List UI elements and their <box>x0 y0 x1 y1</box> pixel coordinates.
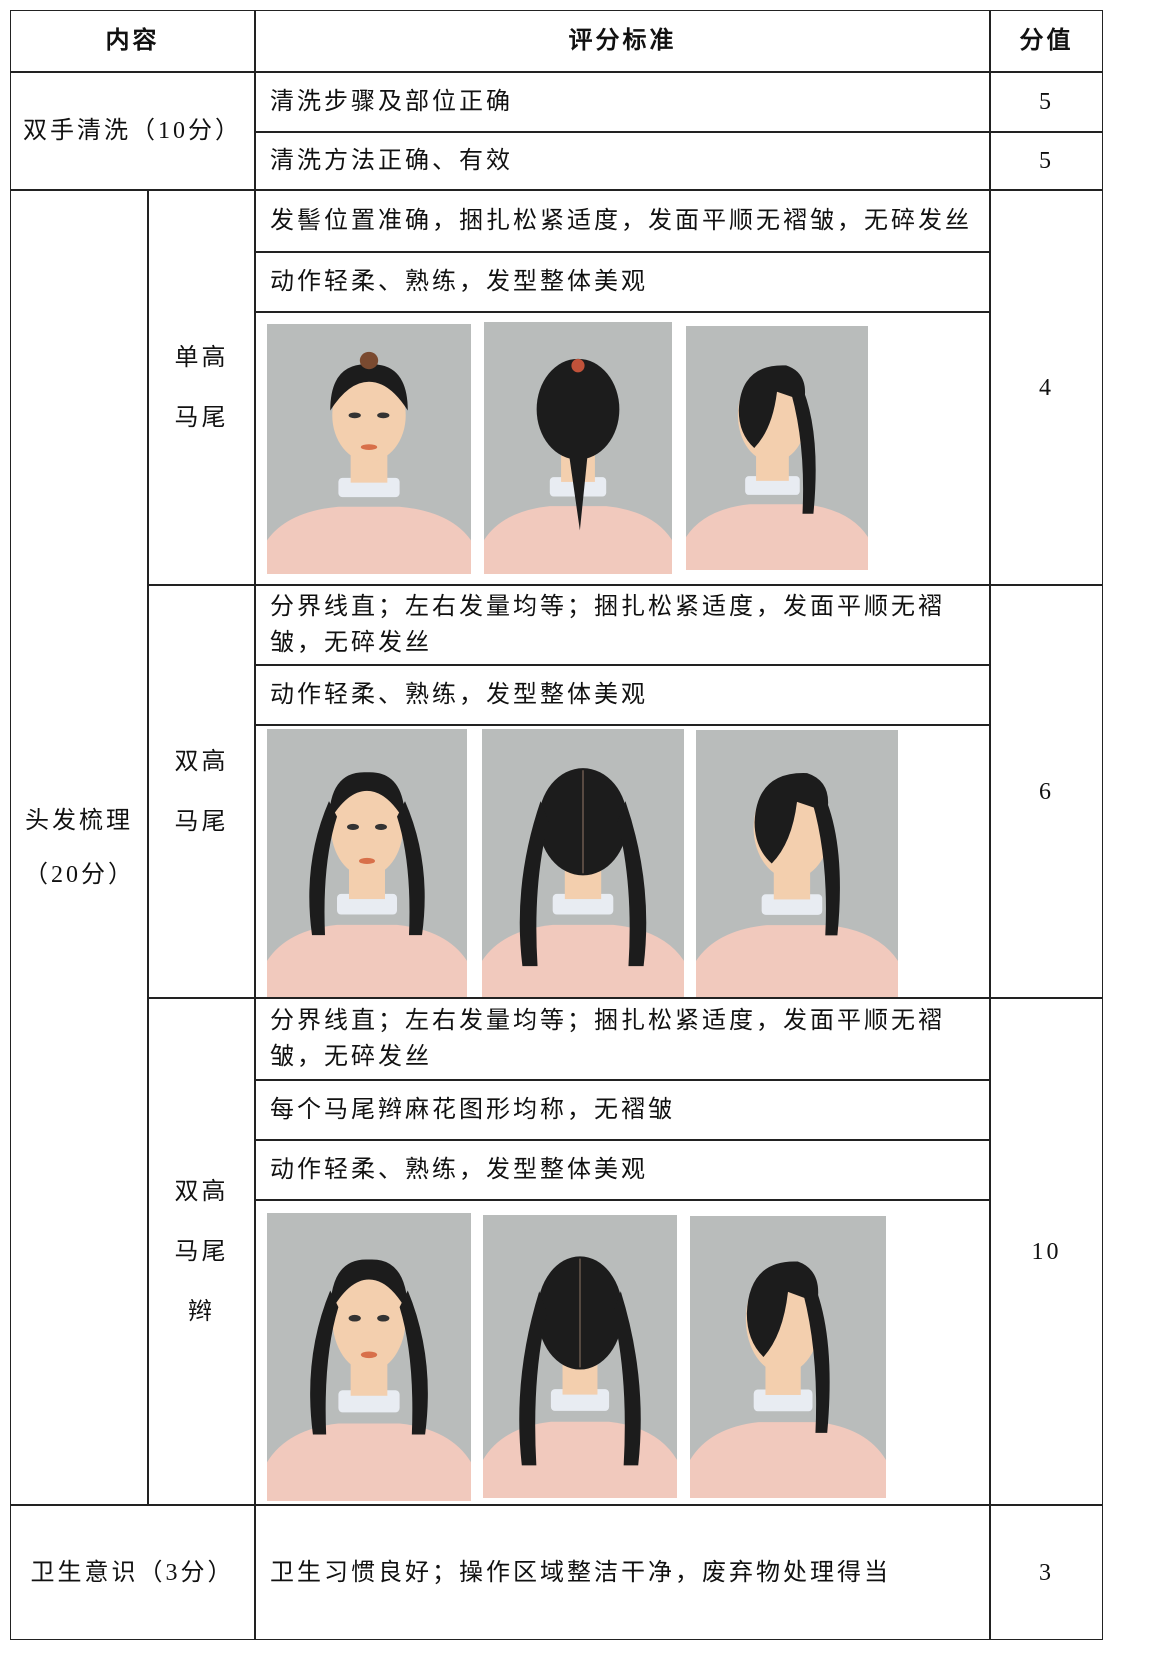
photo <box>696 730 898 997</box>
score-cell: 5 <box>990 132 1103 190</box>
photo <box>267 729 467 997</box>
score-cell: 10 <box>990 998 1103 1505</box>
criteria-cell: 每个马尾辫麻花图形均称，无褶皱 <box>255 1080 990 1140</box>
score-cell: 6 <box>990 585 1103 998</box>
text: 5 <box>1039 148 1054 174</box>
section-title: 双手清洗（10分） <box>10 72 255 190</box>
photo-cell <box>255 725 990 998</box>
criteria-cell: 分界线直；左右发量均等；捆扎松紧适度，发面平顺无褶皱，无碎发丝 <box>255 998 990 1080</box>
text: 分界线直；左右发量均等；捆扎松紧适度，发面平顺无褶皱，无碎发丝 <box>270 1008 945 1070</box>
criteria-cell: 清洗方法正确、有效 <box>255 132 990 190</box>
photo <box>690 1216 886 1498</box>
text: 清洗方法正确、有效 <box>270 148 513 174</box>
criteria-cell: 动作轻柔、熟练，发型整体美观 <box>255 1140 990 1200</box>
photo-cell <box>255 312 990 585</box>
header-score: 分值 <box>1019 28 1074 54</box>
section-title: 卫生意识（3分） <box>10 1505 255 1640</box>
criteria-cell: 清洗步骤及部位正确 <box>255 72 990 132</box>
photo <box>483 1215 677 1498</box>
text: 5 <box>1039 89 1054 115</box>
photo <box>484 322 672 574</box>
text: 动作轻柔、熟练，发型整体美观 <box>270 682 648 708</box>
text: 10 <box>1031 1238 1062 1265</box>
section-title: 头发梳理（20分） <box>10 190 148 1505</box>
text: 发髻位置准确，捆扎松紧适度，发面平顺无褶皱，无碎发丝 <box>270 208 972 234</box>
criteria-cell: 动作轻柔、熟练，发型整体美观 <box>255 252 990 312</box>
text: 卫生习惯良好；操作区域整洁干净，废弃物处理得当 <box>270 1559 891 1586</box>
text: 动作轻柔、熟练，发型整体美观 <box>270 1157 648 1183</box>
style-name: 双高马尾辫 <box>148 998 255 1505</box>
text: 3 <box>1039 1559 1054 1586</box>
text: 双高马尾 <box>174 748 229 835</box>
style-name: 单高马尾 <box>148 190 255 585</box>
header-criteria: 评分标准 <box>568 28 677 54</box>
criteria-cell: 卫生习惯良好；操作区域整洁干净，废弃物处理得当 <box>255 1505 990 1640</box>
criteria-cell: 发髻位置准确，捆扎松紧适度，发面平顺无褶皱，无碎发丝 <box>255 190 990 252</box>
text: 每个马尾辫麻花图形均称，无褶皱 <box>270 1097 675 1123</box>
text: 头发梳理（20分） <box>24 807 135 888</box>
text: 卫生意识（3分） <box>30 1559 235 1586</box>
text: 清洗步骤及部位正确 <box>270 89 513 115</box>
text: 单高马尾 <box>174 344 229 431</box>
score-cell: 4 <box>990 190 1103 585</box>
text: 分界线直；左右发量均等；捆扎松紧适度，发面平顺无褶皱，无碎发丝 <box>270 594 945 656</box>
style-name: 双高马尾 <box>148 585 255 998</box>
score-cell: 5 <box>990 72 1103 132</box>
criteria-cell: 分界线直；左右发量均等；捆扎松紧适度，发面平顺无褶皱，无碎发丝 <box>255 585 990 665</box>
photo <box>686 326 868 570</box>
header-cell: 内容 <box>10 10 255 72</box>
header-content: 内容 <box>105 28 160 54</box>
header-cell: 分值 <box>990 10 1103 72</box>
criteria-cell: 动作轻柔、熟练，发型整体美观 <box>255 665 990 725</box>
text: 双高马尾辫 <box>174 1178 229 1325</box>
text: 4 <box>1039 374 1054 401</box>
photo <box>267 1213 471 1501</box>
text: 动作轻柔、熟练，发型整体美观 <box>270 269 648 295</box>
text: 6 <box>1039 778 1054 805</box>
photo <box>482 729 684 997</box>
photo-cell <box>255 1200 990 1505</box>
score-cell: 3 <box>990 1505 1103 1640</box>
header-cell: 评分标准 <box>255 10 990 72</box>
photo <box>267 324 471 574</box>
text: 双手清洗（10分） <box>23 118 242 144</box>
